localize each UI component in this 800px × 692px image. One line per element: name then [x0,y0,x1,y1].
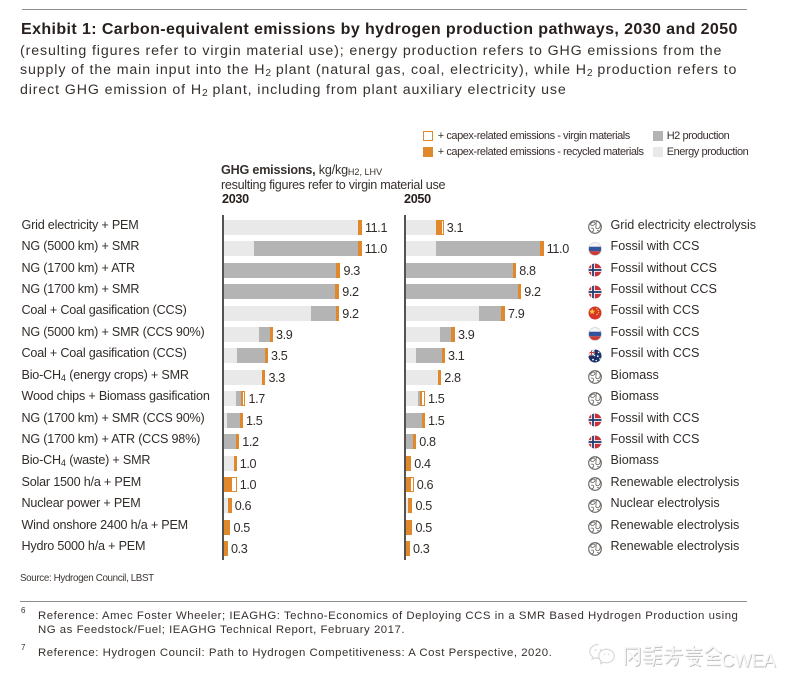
svg-text:CWEA: CWEA [722,650,777,671]
svg-text:CWEA: CWEA [721,650,776,671]
